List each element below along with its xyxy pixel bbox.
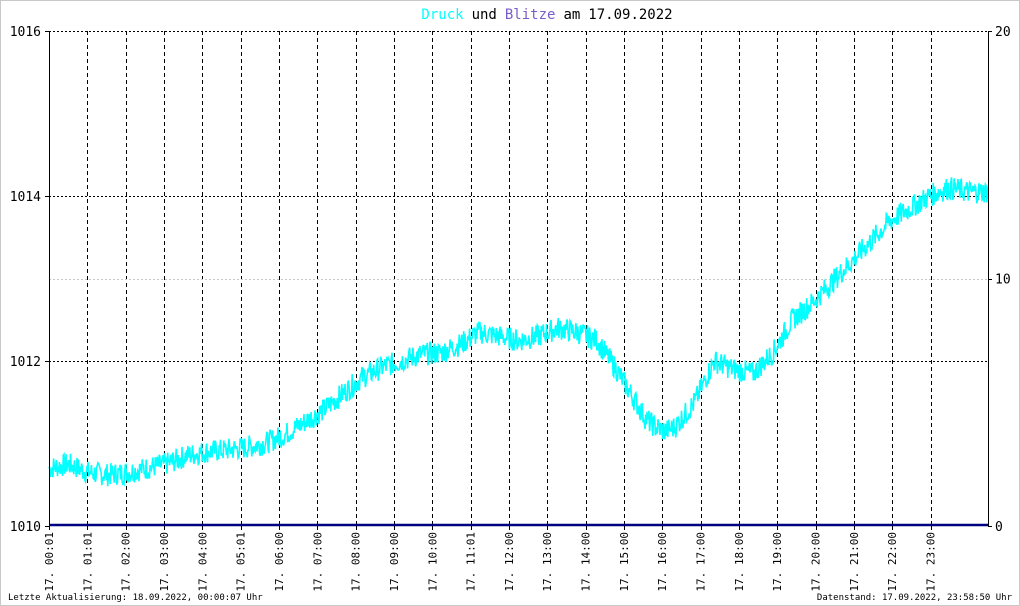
x-tick-label: 17. 02:00: [120, 532, 133, 592]
right-tick-label: 20: [995, 25, 1011, 40]
footer-data-status: Datenstand: 17.09.2022, 23:58:50 Uhr: [817, 593, 1013, 603]
title-druck: Druck: [421, 7, 464, 23]
title-am: am: [563, 7, 580, 23]
x-tick-label: 17. 07:00: [311, 532, 324, 592]
series: [48, 177, 989, 527]
x-tick-label: 17. 03:00: [158, 532, 171, 592]
x-tick-label: 17. 23:00: [925, 532, 938, 592]
x-tick-label: 17. 08:00: [350, 532, 363, 592]
footer-last-update: Letzte Aktualisierung: 18.09.2022, 00:00…: [8, 593, 263, 603]
series-druck-line: [48, 177, 989, 487]
x-tick-label: 17. 01:01: [81, 532, 94, 592]
left-tick-label: 1014: [10, 190, 41, 205]
x-tick-label: 17. 06:00: [273, 532, 286, 592]
x-tick-label: 17. 11:01: [465, 532, 478, 592]
x-tick-label: 17. 14:00: [580, 532, 593, 592]
x-tick-label: 17. 20:00: [810, 532, 823, 592]
chart-title: Druck und Blitze am 17.09.2022: [421, 7, 672, 23]
x-tick-label: 17. 22:00: [886, 532, 899, 592]
left-tick-label: 1012: [10, 355, 41, 370]
x-tick-label: 17. 17:00: [695, 532, 708, 592]
x-tick-label: 17. 15:00: [618, 532, 631, 592]
x-tick-label: 17. 00:01: [43, 532, 56, 592]
right-tick-label: 0: [995, 520, 1003, 535]
x-tick-label: 17. 04:00: [196, 532, 209, 592]
left-tick-label: 1016: [10, 25, 41, 40]
left-tick-label: 1010: [10, 520, 41, 535]
x-tick-label: 17. 19:00: [771, 532, 784, 592]
x-tick-label: 17. 10:00: [426, 532, 439, 592]
title-blitze: Blitze: [505, 7, 556, 23]
x-tick-label: 17. 21:00: [848, 532, 861, 592]
axes: 1010 1012 1014 1016 0 10 20 17. 00:01 17. 01:01 1…: [10, 25, 1011, 592]
x-tick-label: 17. 16:00: [656, 532, 669, 592]
x-tick-label: 17. 05:01: [235, 532, 248, 592]
title-date: 17.09.2022: [588, 7, 672, 23]
right-tick-label: 10: [995, 273, 1011, 288]
title-und: und: [472, 7, 497, 23]
x-tick-label: 17. 13:00: [541, 532, 554, 592]
x-tick-label: 17. 09:00: [388, 532, 401, 592]
x-tick-label: 17. 18:00: [733, 532, 746, 592]
x-tick-label: 17. 12:00: [503, 532, 516, 592]
